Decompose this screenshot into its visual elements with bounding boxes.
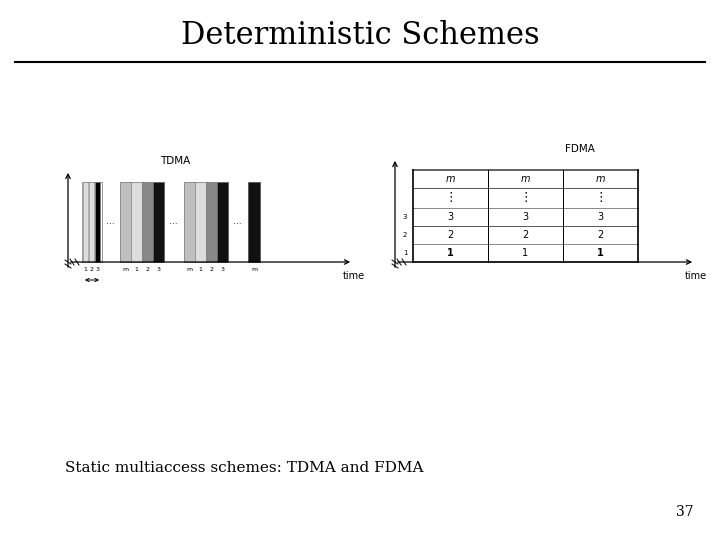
Text: 1: 1 xyxy=(523,248,528,258)
Text: Static multiaccess schemes: TDMA and FDMA: Static multiaccess schemes: TDMA and FDM… xyxy=(65,461,423,475)
Bar xyxy=(248,182,260,262)
Bar xyxy=(120,182,131,262)
Text: ...: ... xyxy=(233,218,241,226)
Text: ...: ... xyxy=(168,218,177,226)
Bar xyxy=(184,182,228,262)
Text: 1: 1 xyxy=(135,267,138,272)
Bar xyxy=(206,182,217,262)
Text: 3: 3 xyxy=(447,212,454,222)
Bar xyxy=(131,182,142,262)
Bar xyxy=(217,182,228,262)
Text: 1: 1 xyxy=(84,267,87,272)
Text: 2: 2 xyxy=(523,230,528,240)
Text: 1: 1 xyxy=(199,267,202,272)
Text: ⋮: ⋮ xyxy=(519,192,532,205)
Text: 3: 3 xyxy=(523,212,528,222)
Text: 3: 3 xyxy=(598,212,603,222)
Text: 3: 3 xyxy=(402,214,408,220)
Text: ⋮: ⋮ xyxy=(594,192,607,205)
Bar xyxy=(89,182,94,262)
Bar xyxy=(184,182,195,262)
Text: 2: 2 xyxy=(210,267,214,272)
Text: m: m xyxy=(595,174,606,184)
Text: m: m xyxy=(122,267,129,272)
Bar xyxy=(120,182,164,262)
Text: 2: 2 xyxy=(89,267,94,272)
Text: 3: 3 xyxy=(156,267,161,272)
Text: time: time xyxy=(685,271,707,281)
Text: time: time xyxy=(343,271,365,281)
Text: ...: ... xyxy=(106,218,114,226)
Bar xyxy=(153,182,164,262)
Text: ⋮: ⋮ xyxy=(444,192,456,205)
Text: 3: 3 xyxy=(96,267,99,272)
Text: 2: 2 xyxy=(598,230,603,240)
Text: 1: 1 xyxy=(597,248,604,258)
Text: 2: 2 xyxy=(145,267,150,272)
Text: 3: 3 xyxy=(220,267,225,272)
Bar xyxy=(82,182,102,262)
Text: m: m xyxy=(251,267,257,272)
Text: m: m xyxy=(521,174,530,184)
Bar xyxy=(195,182,206,262)
Text: m: m xyxy=(186,267,192,272)
Bar xyxy=(83,182,88,262)
Text: m: m xyxy=(446,174,455,184)
Text: TDMA: TDMA xyxy=(160,156,190,166)
Text: 1: 1 xyxy=(402,250,408,256)
Text: 2: 2 xyxy=(402,232,408,238)
Bar xyxy=(95,182,100,262)
Text: 2: 2 xyxy=(447,230,454,240)
Text: 1: 1 xyxy=(447,248,454,258)
Text: 37: 37 xyxy=(676,505,694,519)
Bar xyxy=(142,182,153,262)
Text: FDMA: FDMA xyxy=(565,144,595,154)
Text: Deterministic Schemes: Deterministic Schemes xyxy=(181,19,539,51)
